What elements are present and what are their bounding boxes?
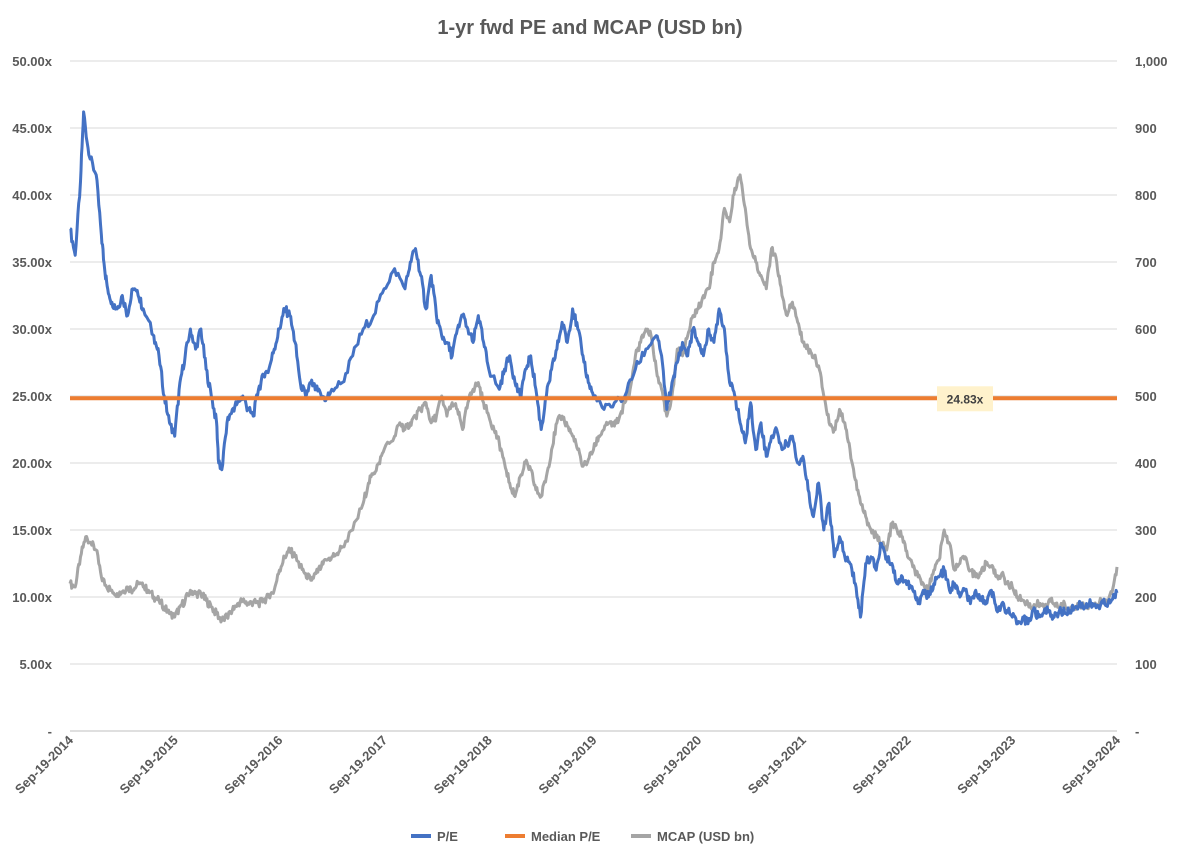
- legend-label: MCAP (USD bn): [657, 829, 754, 844]
- right-tick-label: 500: [1135, 389, 1157, 404]
- left-tick-label: -: [48, 724, 52, 739]
- x-tick-label: Sep-19-2021: [745, 733, 809, 797]
- right-tick-label: 300: [1135, 523, 1157, 538]
- series-lines: [68, 110, 1119, 626]
- x-tick-label: Sep-19-2020: [640, 733, 704, 797]
- series-line-p-e: [69, 110, 1119, 626]
- left-tick-label: 30.00x: [12, 322, 53, 337]
- right-tick-label: 1,000: [1135, 54, 1168, 69]
- legend-label: Median P/E: [531, 829, 601, 844]
- right-tick-label: 600: [1135, 322, 1157, 337]
- chart-title: 1-yr fwd PE and MCAP (USD bn): [437, 17, 742, 39]
- x-tick-label: Sep-19-2016: [221, 733, 285, 797]
- right-tick-label: 800: [1135, 188, 1157, 203]
- x-tick-label: Sep-19-2019: [535, 733, 599, 797]
- left-tick-label: 40.00x: [12, 188, 53, 203]
- x-tick-label: Sep-19-2024: [1059, 732, 1124, 797]
- x-tick-label: Sep-19-2022: [849, 733, 913, 797]
- x-tick-label: Sep-19-2023: [954, 733, 1018, 797]
- left-tick-label: 45.00x: [12, 121, 53, 136]
- left-tick-label: 5.00x: [19, 657, 52, 672]
- x-tick-label: Sep-19-2018: [431, 733, 495, 797]
- left-tick-label: 25.00x: [12, 389, 53, 404]
- right-tick-label: 700: [1135, 255, 1157, 270]
- right-tick-label: 200: [1135, 590, 1157, 605]
- x-tick-label: Sep-19-2015: [117, 733, 181, 797]
- median-callout-box: [937, 386, 993, 412]
- left-y-axis: - 5.00x 10.00x 15.00x 20.00x 25.00x 30.00x 35.0…: [12, 54, 53, 739]
- right-tick-label: -: [1135, 724, 1139, 739]
- x-tick-label: Sep-19-2014: [12, 732, 77, 797]
- left-tick-label: 20.00x: [12, 456, 53, 471]
- right-y-axis: - 100 200 300 400 500 600 700 800 900 1,000: [1135, 54, 1168, 739]
- series-line-mcap-usd-bn: [68, 173, 1119, 624]
- right-tick-label: 100: [1135, 657, 1157, 672]
- x-axis: Sep-19-2014 Sep-19-2015 Sep-19-2016 Sep-19-…: [12, 730, 1124, 797]
- legend-label: P/E: [437, 829, 458, 844]
- right-tick-label: 900: [1135, 121, 1157, 136]
- left-tick-label: 35.00x: [12, 255, 53, 270]
- median-callout-label: 24.83x: [947, 392, 984, 406]
- left-tick-label: 10.00x: [12, 590, 53, 605]
- right-tick-label: 400: [1135, 456, 1157, 471]
- left-tick-label: 50.00x: [12, 54, 53, 69]
- median-callout: 24.83x: [937, 386, 993, 412]
- left-tick-label: 15.00x: [12, 523, 53, 538]
- x-tick-label: Sep-19-2017: [326, 733, 390, 797]
- legend: P/E Median P/E MCAP (USD bn): [411, 829, 754, 844]
